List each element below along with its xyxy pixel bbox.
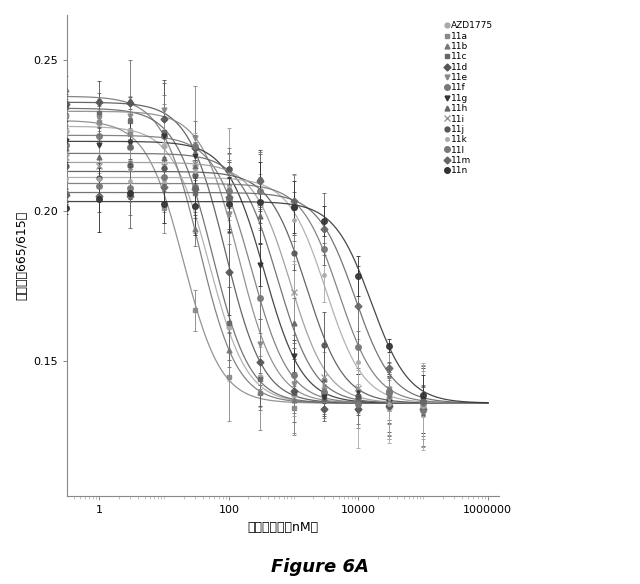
Y-axis label: 発光比（665/615）: 発光比（665/615） (15, 211, 28, 300)
Legend: AZD1775, 11a, 11b, 11c, 11d, 11e, 11f, 11g, 11h, 11i, 11j, 11k, 11l, 11m, 11n: AZD1775, 11a, 11b, 11c, 11d, 11e, 11f, 1… (443, 19, 495, 177)
X-axis label: 阻害剤濃度（nM）: 阻害剤濃度（nM） (248, 521, 319, 534)
Text: Figure 6A: Figure 6A (271, 558, 369, 576)
